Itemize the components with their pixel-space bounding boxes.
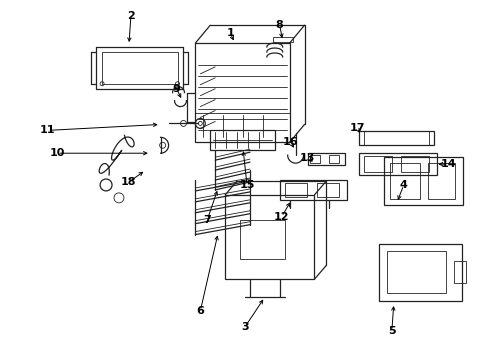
Bar — [195, 43, 289, 142]
Text: 13: 13 — [299, 153, 315, 163]
Bar — [427, 163, 454, 199]
Text: 16: 16 — [282, 137, 298, 147]
Bar — [317, 183, 339, 197]
Bar — [358, 131, 433, 145]
Bar — [364, 156, 391, 172]
Bar — [284, 183, 306, 197]
Text: 2: 2 — [127, 11, 135, 21]
Text: 4: 4 — [399, 180, 407, 190]
Text: 7: 7 — [203, 215, 211, 225]
Bar — [386, 251, 446, 293]
Bar — [453, 261, 466, 283]
Bar — [383, 157, 462, 205]
Text: 10: 10 — [50, 148, 65, 158]
Text: 5: 5 — [387, 326, 395, 336]
Text: 3: 3 — [241, 322, 248, 332]
Bar — [307, 153, 345, 165]
Text: 14: 14 — [440, 159, 455, 169]
Text: 12: 12 — [273, 212, 289, 222]
Bar — [358, 153, 436, 175]
Bar — [240, 220, 284, 260]
Text: 8: 8 — [275, 20, 283, 30]
Bar — [328, 155, 339, 163]
Text: 9: 9 — [172, 84, 180, 94]
Text: 18: 18 — [121, 177, 136, 187]
Text: 11: 11 — [40, 125, 55, 135]
Bar — [279, 180, 346, 200]
Bar — [224, 195, 314, 279]
Bar — [378, 243, 461, 301]
Bar — [389, 163, 419, 199]
Text: 17: 17 — [348, 123, 364, 134]
Text: 1: 1 — [226, 28, 234, 38]
Bar — [272, 37, 292, 42]
Bar — [210, 130, 274, 150]
Bar — [310, 155, 320, 163]
Text: 6: 6 — [196, 306, 204, 316]
Text: 15: 15 — [239, 180, 254, 190]
Bar — [102, 52, 177, 84]
Bar — [400, 156, 427, 172]
